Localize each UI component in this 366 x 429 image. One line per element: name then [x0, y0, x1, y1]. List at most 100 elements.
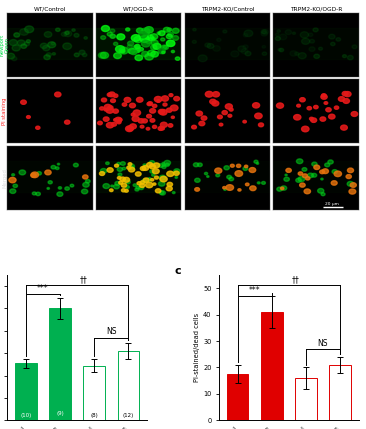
Circle shape [285, 30, 292, 35]
Circle shape [300, 183, 305, 187]
Circle shape [309, 47, 315, 51]
Circle shape [314, 54, 320, 58]
Circle shape [135, 172, 141, 176]
Circle shape [146, 127, 150, 130]
Circle shape [115, 164, 119, 167]
Circle shape [120, 49, 125, 53]
Circle shape [313, 28, 318, 32]
Circle shape [9, 39, 18, 45]
Circle shape [143, 164, 146, 166]
Circle shape [163, 45, 168, 49]
Circle shape [134, 36, 142, 42]
Circle shape [106, 162, 109, 165]
Text: (8): (8) [90, 413, 98, 418]
Circle shape [215, 168, 222, 173]
Circle shape [238, 46, 246, 52]
Circle shape [168, 33, 173, 36]
Circle shape [324, 102, 328, 104]
Circle shape [302, 174, 307, 178]
Circle shape [243, 45, 248, 49]
Circle shape [170, 105, 178, 111]
Circle shape [100, 107, 104, 110]
Circle shape [331, 181, 337, 185]
Circle shape [158, 31, 165, 36]
Circle shape [107, 93, 112, 97]
Circle shape [341, 125, 347, 130]
Circle shape [65, 187, 70, 190]
Circle shape [124, 189, 128, 192]
Circle shape [241, 48, 248, 54]
Circle shape [224, 189, 226, 190]
Bar [185, 28, 270, 59]
Circle shape [222, 111, 227, 115]
Circle shape [223, 187, 226, 189]
Circle shape [56, 28, 60, 31]
Circle shape [322, 169, 328, 174]
Circle shape [142, 166, 149, 170]
Circle shape [70, 184, 74, 187]
Circle shape [139, 32, 147, 38]
Circle shape [163, 27, 170, 32]
Circle shape [32, 192, 36, 195]
Circle shape [229, 108, 233, 111]
Circle shape [258, 123, 264, 127]
Circle shape [276, 103, 284, 108]
Circle shape [306, 177, 310, 180]
Circle shape [277, 30, 280, 32]
Circle shape [117, 34, 125, 40]
Circle shape [344, 91, 351, 97]
Circle shape [101, 36, 106, 39]
Circle shape [292, 32, 295, 34]
Circle shape [45, 170, 51, 175]
Circle shape [244, 165, 248, 168]
Circle shape [279, 48, 284, 52]
Circle shape [198, 55, 207, 62]
Circle shape [298, 172, 303, 175]
Circle shape [26, 40, 30, 43]
Bar [7, 28, 93, 59]
Circle shape [290, 51, 297, 56]
Circle shape [131, 113, 135, 116]
Circle shape [140, 125, 144, 128]
Circle shape [334, 171, 341, 177]
Circle shape [161, 45, 167, 49]
Circle shape [347, 181, 354, 186]
Circle shape [216, 174, 220, 177]
Circle shape [285, 174, 287, 176]
Circle shape [153, 163, 160, 168]
Circle shape [281, 186, 287, 190]
Circle shape [160, 109, 167, 115]
Bar [7, 161, 93, 192]
Circle shape [142, 36, 149, 41]
Circle shape [31, 173, 36, 178]
Circle shape [139, 48, 143, 51]
Circle shape [20, 29, 29, 35]
Circle shape [164, 160, 171, 165]
Y-axis label: PI staining: PI staining [2, 97, 7, 125]
Circle shape [278, 48, 281, 51]
Circle shape [160, 191, 165, 195]
Circle shape [154, 176, 158, 179]
Circle shape [175, 176, 178, 178]
Circle shape [135, 45, 140, 48]
Circle shape [207, 43, 214, 48]
Circle shape [226, 184, 234, 190]
Circle shape [152, 104, 157, 108]
Circle shape [74, 33, 79, 37]
Circle shape [197, 163, 202, 166]
Circle shape [122, 167, 126, 170]
Circle shape [12, 45, 20, 51]
Circle shape [304, 189, 310, 194]
Title: TRPM2-KO/Control: TRPM2-KO/Control [201, 7, 254, 12]
Circle shape [321, 193, 325, 196]
Circle shape [160, 176, 167, 182]
Circle shape [339, 97, 345, 101]
Y-axis label: PI-stained/dead cells: PI-stained/dead cells [194, 313, 200, 382]
Circle shape [65, 31, 69, 34]
Circle shape [141, 40, 150, 47]
Circle shape [249, 168, 256, 172]
Circle shape [172, 28, 179, 33]
Circle shape [84, 36, 87, 39]
Circle shape [163, 103, 167, 106]
Circle shape [199, 121, 205, 126]
